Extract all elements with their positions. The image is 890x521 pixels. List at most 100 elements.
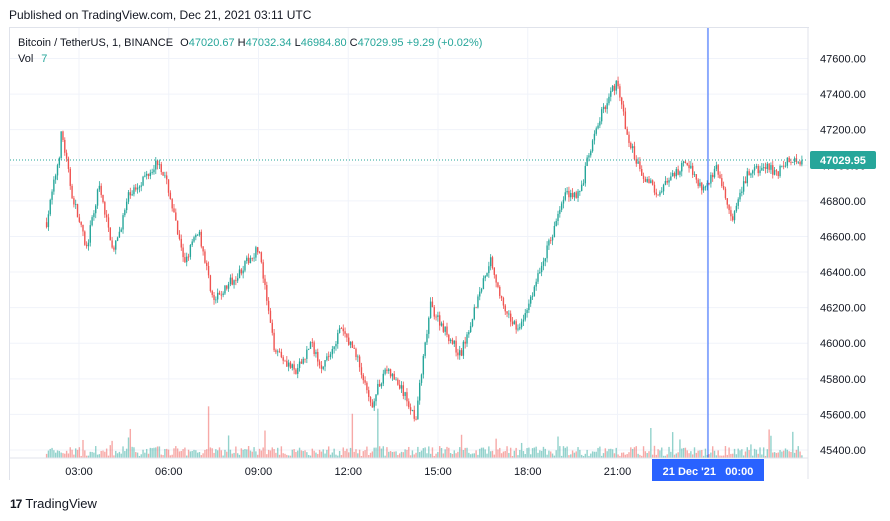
volume-bar <box>520 442 523 458</box>
volume-bars <box>45 406 803 458</box>
candle-body <box>200 231 202 247</box>
volume-bar <box>448 447 450 458</box>
candle-body <box>182 247 184 258</box>
candle-body <box>262 262 264 279</box>
candle-body <box>151 172 153 173</box>
candle-body <box>333 346 335 349</box>
candle-body <box>642 175 645 180</box>
volume-bar <box>280 446 283 458</box>
volume-bar <box>67 453 70 458</box>
volume-bar <box>655 454 657 458</box>
volume-bar <box>755 449 758 458</box>
symbol-title[interactable]: Bitcoin / TetherUS, 1, BINANCE <box>18 37 174 49</box>
candle-body <box>193 237 195 242</box>
close-value: 47029.95 <box>357 37 404 49</box>
volume-bar <box>240 448 243 458</box>
volume-bar <box>593 451 596 458</box>
candle-body <box>131 194 133 196</box>
volume-bar <box>719 455 721 458</box>
volume-bar <box>509 447 512 458</box>
volume-bar <box>213 452 215 458</box>
volume-bar <box>604 448 607 458</box>
candle-body <box>571 192 574 198</box>
change-value: +9.29 (+0.02%) <box>406 37 483 49</box>
volume-bar <box>449 453 452 458</box>
candle-body <box>530 296 532 304</box>
candle-body <box>462 341 465 356</box>
volume-bar <box>111 440 113 458</box>
volume-bar <box>331 452 334 458</box>
volume-bar <box>744 451 747 458</box>
volume-bar <box>762 447 765 458</box>
candle-body <box>621 97 623 105</box>
volume-bar <box>471 453 474 458</box>
tradingview-logo-icon[interactable]: 17 <box>10 496 22 511</box>
candle-body <box>713 168 716 178</box>
candle-body <box>402 385 405 397</box>
candle-body <box>468 332 470 335</box>
volume-bar <box>95 446 97 458</box>
candle-body <box>242 270 244 274</box>
volume-bar <box>775 452 778 458</box>
volume-bar <box>544 448 546 458</box>
candle-body <box>630 142 632 149</box>
candle-body <box>719 174 721 179</box>
candle-body <box>479 291 481 297</box>
volume-bar <box>49 448 51 458</box>
volume-bar <box>267 449 270 458</box>
candle-body <box>384 369 386 374</box>
candle-body <box>544 258 546 262</box>
volume-bar <box>795 449 798 458</box>
volume-bar <box>420 450 423 458</box>
volume-bar <box>76 449 79 458</box>
candle-body <box>355 348 357 358</box>
candle-body <box>495 274 497 283</box>
price-axis[interactable]: 47600.0047400.0047200.0047000.0046800.00… <box>807 28 866 479</box>
time-tick-label: 15:00 <box>424 466 452 478</box>
candle-body <box>797 161 799 163</box>
volume-bar <box>207 406 210 458</box>
candle-body <box>473 307 475 319</box>
footer-brand[interactable]: TradingView <box>25 496 97 511</box>
volume-bar <box>677 452 679 458</box>
candle-body <box>240 269 243 274</box>
volume-bar <box>384 455 386 458</box>
candle-body <box>511 321 514 325</box>
volume-bar <box>495 438 497 458</box>
volume-bar <box>650 428 652 458</box>
volume-bar <box>693 447 696 458</box>
volume-bar <box>639 454 641 458</box>
volume-bar <box>300 450 303 458</box>
candle-body <box>67 158 70 169</box>
volume-bar <box>475 450 477 458</box>
candle-body <box>87 242 90 247</box>
candle-body <box>793 158 796 162</box>
time-tick-label: 21:00 <box>604 466 632 478</box>
candle-body <box>102 194 104 203</box>
chart-pane[interactable] <box>9 27 809 480</box>
volume-bar <box>287 455 290 458</box>
candle-body <box>717 165 719 175</box>
candle-body <box>466 334 468 344</box>
volume-bar <box>378 446 381 458</box>
candle-body <box>65 152 68 159</box>
candle-body <box>85 244 88 247</box>
volume-bar <box>56 450 59 458</box>
volume-bar <box>451 454 454 458</box>
candle-body <box>220 294 223 296</box>
volume-bar <box>144 452 146 458</box>
candle-body <box>435 316 437 318</box>
candle-body <box>440 323 443 326</box>
candle-body <box>377 383 379 395</box>
volume-bar <box>773 452 776 458</box>
volume-bar <box>255 451 257 458</box>
candle-body <box>133 187 135 195</box>
candle-body <box>111 240 113 248</box>
candle-body <box>475 307 477 309</box>
candle-body <box>582 183 585 185</box>
candle-body <box>53 179 55 192</box>
volume-bar <box>590 453 592 458</box>
volume-bar <box>342 447 344 458</box>
candle-body <box>595 128 597 134</box>
